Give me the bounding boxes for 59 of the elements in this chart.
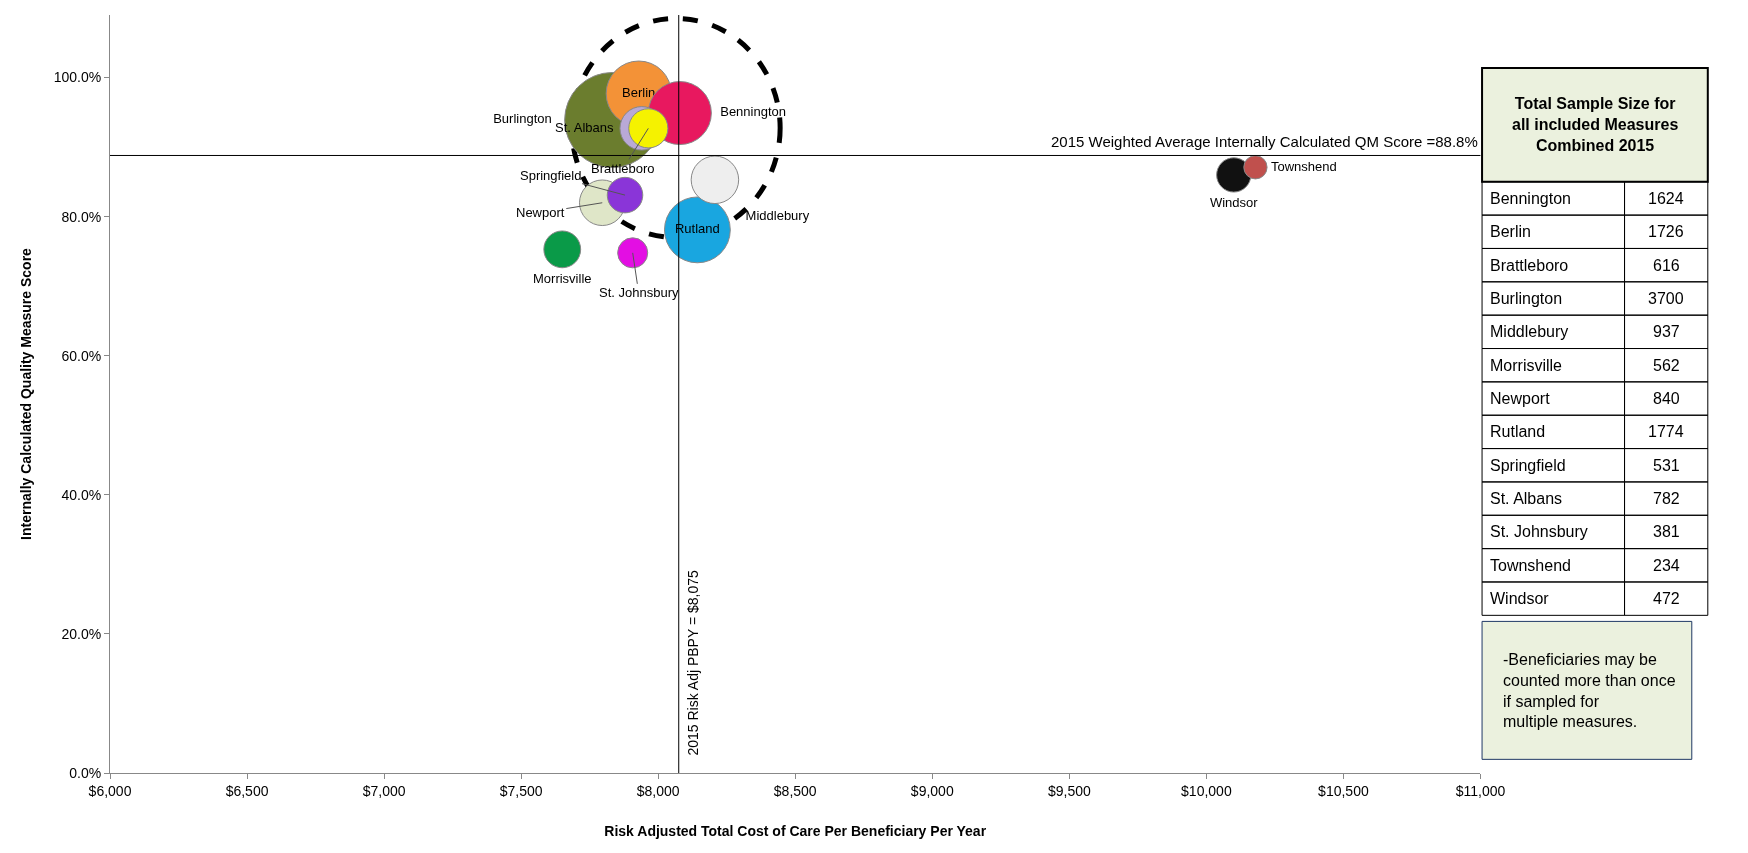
text: St. Albans [1490,490,1563,507]
text: 381 [1653,523,1680,540]
text: 840 [1653,390,1680,407]
x-tick-label: $8,500 [773,782,817,799]
series-label: Middlebury [745,208,810,224]
y-tick-label: 100.0% [53,69,102,86]
series-label: Brattleboro [591,161,655,176]
text: Rutland [1490,423,1546,440]
ref-line-label: 2015 Risk Adj PBPY = $8,075 [684,570,701,756]
text: 562 [1653,357,1680,374]
series-label: Townshend [1270,158,1337,174]
text: 531 [1653,457,1680,474]
text: Newport [1490,390,1551,407]
x-tick-label: $9,500 [1047,782,1091,799]
text: Springfield [520,168,582,183]
text: Bennington [1490,190,1571,207]
x-tick-label: $10,000 [1181,782,1232,799]
x-tick-label: $6,500 [225,782,269,799]
x-axis-title: Risk Adjusted Total Cost of Care Per Beneficiary Per Year [604,823,987,840]
text: 937 [1653,323,1680,340]
series-label: Bennington [720,104,787,120]
series-label: Berlin [622,84,656,100]
text: Total Sample Size for all included Measures Combined 2015 [1512,95,1679,154]
x-tick-label: $7,000 [362,782,406,799]
x-tick-label: $7,500 [499,782,543,799]
text: Morrisville [1490,357,1563,374]
text: Berlin [1490,223,1531,240]
text: 782 [1653,490,1680,507]
y-tick-label: 0.0% [69,764,102,781]
text: Windsor [1490,590,1550,607]
text: Townshend [1490,557,1571,574]
series-label: Newport [516,205,565,220]
text: 1774 [1648,423,1684,440]
text: Brattleboro [1490,257,1569,274]
text: 1624 [1648,190,1684,207]
y-tick-label: 80.0% [61,208,102,225]
series-label: Burlington [493,111,552,127]
text: 1726 [1648,223,1684,240]
x-tick-label: $8,000 [636,782,680,799]
y-axis-title: Internally Calculated Quality Measure Score [18,247,35,540]
text: Springfield [1490,457,1566,474]
series-label: Windsor [1209,195,1259,211]
text: 472 [1653,590,1680,607]
x-tick-label: $10,500 [1318,782,1369,799]
text: 3700 [1648,290,1684,307]
text: St. Johnsbury [1490,523,1588,540]
text: 616 [1653,257,1680,274]
x-tick-label: $6,000 [88,782,132,799]
series-label: Morrisville [533,271,592,287]
text: Middlebury [1490,323,1569,340]
y-tick-label: 20.0% [61,625,102,642]
y-tick-label: 40.0% [61,486,102,503]
y-tick-label: 60.0% [61,347,102,364]
ref-line-label: 2015 Weighted Average Internally Calculated QM Score =88.8% [1051,133,1478,150]
x-tick-label: $11,000 [1455,782,1506,799]
text: Burlington [1490,290,1563,307]
text: 234 [1653,557,1680,574]
text: -Beneficiaries may be counted more than once if sampled for multiple measures. [1503,651,1676,731]
x-tick-label: $9,000 [910,782,954,799]
